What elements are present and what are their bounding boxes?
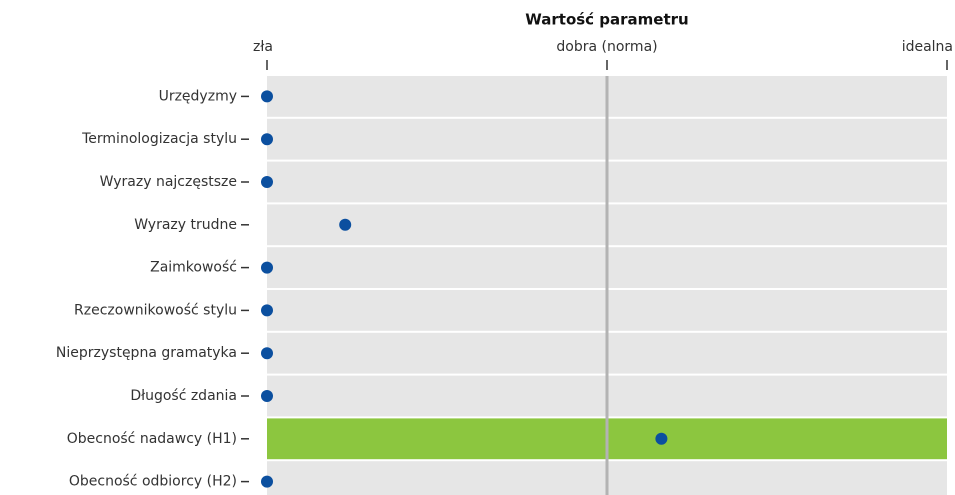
- dot: [339, 218, 352, 231]
- dot: [261, 90, 273, 103]
- y-tick-label: Zaimkowość: [150, 260, 237, 276]
- y-tick-label: Terminologizacja stylu: [81, 131, 237, 147]
- dot: [261, 176, 273, 188]
- chart-title: Wartość parametru: [525, 11, 688, 29]
- y-tick-label: Rzeczownikowość stylu: [74, 302, 237, 318]
- dot: [261, 347, 273, 360]
- x-tick-label: zła: [253, 39, 273, 55]
- x-tick-label: dobra (norma): [556, 39, 657, 55]
- y-tick-label: Wyrazy najczęstsze: [100, 174, 237, 190]
- y-tick-label: Wyrazy trudne: [134, 217, 237, 233]
- y-tick-label: Obecność nadawcy (H1): [67, 431, 237, 447]
- y-tick-label: Urzędyzmy: [159, 88, 237, 104]
- dot: [261, 133, 273, 146]
- dot: [655, 432, 668, 445]
- y-tick-label: Obecność odbiorcy (H2): [69, 474, 237, 490]
- dot: [261, 304, 273, 317]
- dot: [261, 390, 273, 402]
- dot: [261, 475, 273, 488]
- y-tick-label: Długość zdania: [130, 388, 237, 404]
- dot: [261, 261, 273, 274]
- y-tick-label: Nieprzystępna gramatyka: [56, 345, 237, 361]
- x-tick-label: idealna: [902, 39, 953, 55]
